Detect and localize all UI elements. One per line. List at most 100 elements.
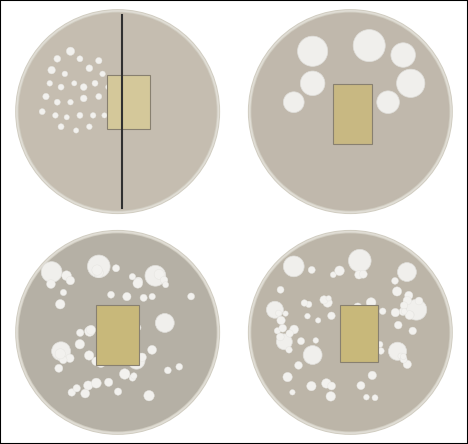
Text: a: a — [19, 20, 32, 39]
Circle shape — [176, 364, 183, 370]
Circle shape — [277, 334, 292, 350]
Circle shape — [330, 272, 336, 278]
Circle shape — [100, 71, 105, 77]
Circle shape — [47, 280, 55, 289]
Circle shape — [368, 371, 376, 380]
Circle shape — [111, 99, 117, 105]
Circle shape — [377, 91, 399, 114]
Circle shape — [90, 113, 96, 118]
Circle shape — [355, 270, 363, 279]
Circle shape — [249, 11, 451, 212]
Circle shape — [405, 311, 414, 320]
Circle shape — [298, 36, 328, 66]
Circle shape — [405, 291, 413, 300]
Circle shape — [364, 394, 369, 400]
Bar — [96, 305, 139, 365]
Circle shape — [60, 289, 66, 296]
Circle shape — [155, 313, 174, 333]
Circle shape — [140, 294, 147, 301]
Circle shape — [92, 80, 98, 86]
Circle shape — [400, 353, 406, 360]
Circle shape — [104, 378, 113, 386]
Circle shape — [347, 318, 354, 326]
Circle shape — [162, 282, 168, 288]
Circle shape — [366, 297, 376, 307]
Circle shape — [114, 388, 122, 395]
Circle shape — [66, 276, 74, 285]
Circle shape — [73, 385, 80, 392]
Circle shape — [349, 250, 371, 272]
Circle shape — [276, 310, 282, 316]
Circle shape — [377, 341, 383, 348]
Circle shape — [92, 357, 100, 365]
Circle shape — [348, 351, 357, 360]
Circle shape — [144, 390, 154, 401]
Circle shape — [277, 333, 284, 341]
Circle shape — [133, 352, 139, 358]
Circle shape — [283, 373, 292, 382]
Circle shape — [307, 381, 316, 391]
Circle shape — [147, 345, 156, 354]
Text: b: b — [252, 20, 266, 39]
Circle shape — [106, 84, 111, 90]
Circle shape — [308, 266, 315, 274]
Circle shape — [80, 95, 87, 102]
Circle shape — [378, 348, 384, 354]
Circle shape — [365, 312, 371, 317]
Circle shape — [58, 84, 64, 90]
Circle shape — [295, 361, 302, 369]
Circle shape — [91, 378, 101, 388]
Circle shape — [81, 389, 89, 398]
Circle shape — [47, 80, 52, 86]
Circle shape — [72, 81, 77, 86]
Circle shape — [145, 266, 166, 286]
Circle shape — [54, 99, 60, 105]
Circle shape — [149, 293, 155, 300]
Circle shape — [62, 271, 72, 281]
Circle shape — [96, 94, 102, 99]
Circle shape — [388, 342, 407, 360]
Circle shape — [286, 330, 293, 337]
Circle shape — [84, 381, 93, 390]
Circle shape — [353, 30, 385, 62]
Circle shape — [359, 270, 367, 278]
Circle shape — [75, 340, 85, 349]
Circle shape — [52, 113, 58, 118]
Circle shape — [66, 354, 74, 362]
Circle shape — [55, 365, 63, 373]
Circle shape — [51, 342, 71, 361]
Circle shape — [55, 349, 66, 359]
Circle shape — [392, 278, 398, 284]
Circle shape — [400, 302, 408, 309]
Circle shape — [154, 270, 164, 279]
Circle shape — [59, 356, 67, 364]
Circle shape — [84, 351, 94, 360]
Circle shape — [279, 325, 286, 332]
Circle shape — [406, 299, 427, 320]
Circle shape — [54, 56, 61, 62]
Circle shape — [133, 278, 143, 288]
Circle shape — [283, 311, 288, 316]
Circle shape — [415, 297, 423, 305]
Circle shape — [290, 389, 295, 395]
Circle shape — [103, 356, 112, 365]
Circle shape — [326, 296, 331, 301]
Circle shape — [119, 369, 130, 379]
Circle shape — [164, 367, 171, 374]
Circle shape — [380, 308, 386, 314]
Circle shape — [403, 360, 411, 369]
Circle shape — [354, 303, 362, 311]
Circle shape — [48, 66, 55, 74]
Circle shape — [306, 301, 312, 308]
Circle shape — [68, 99, 73, 105]
Circle shape — [300, 71, 325, 95]
Circle shape — [118, 339, 124, 345]
Circle shape — [315, 318, 321, 323]
Bar — [107, 75, 150, 129]
Circle shape — [407, 311, 414, 318]
Circle shape — [391, 43, 416, 67]
Circle shape — [85, 326, 95, 336]
Bar — [340, 305, 378, 362]
Circle shape — [62, 71, 68, 77]
Circle shape — [188, 293, 195, 300]
